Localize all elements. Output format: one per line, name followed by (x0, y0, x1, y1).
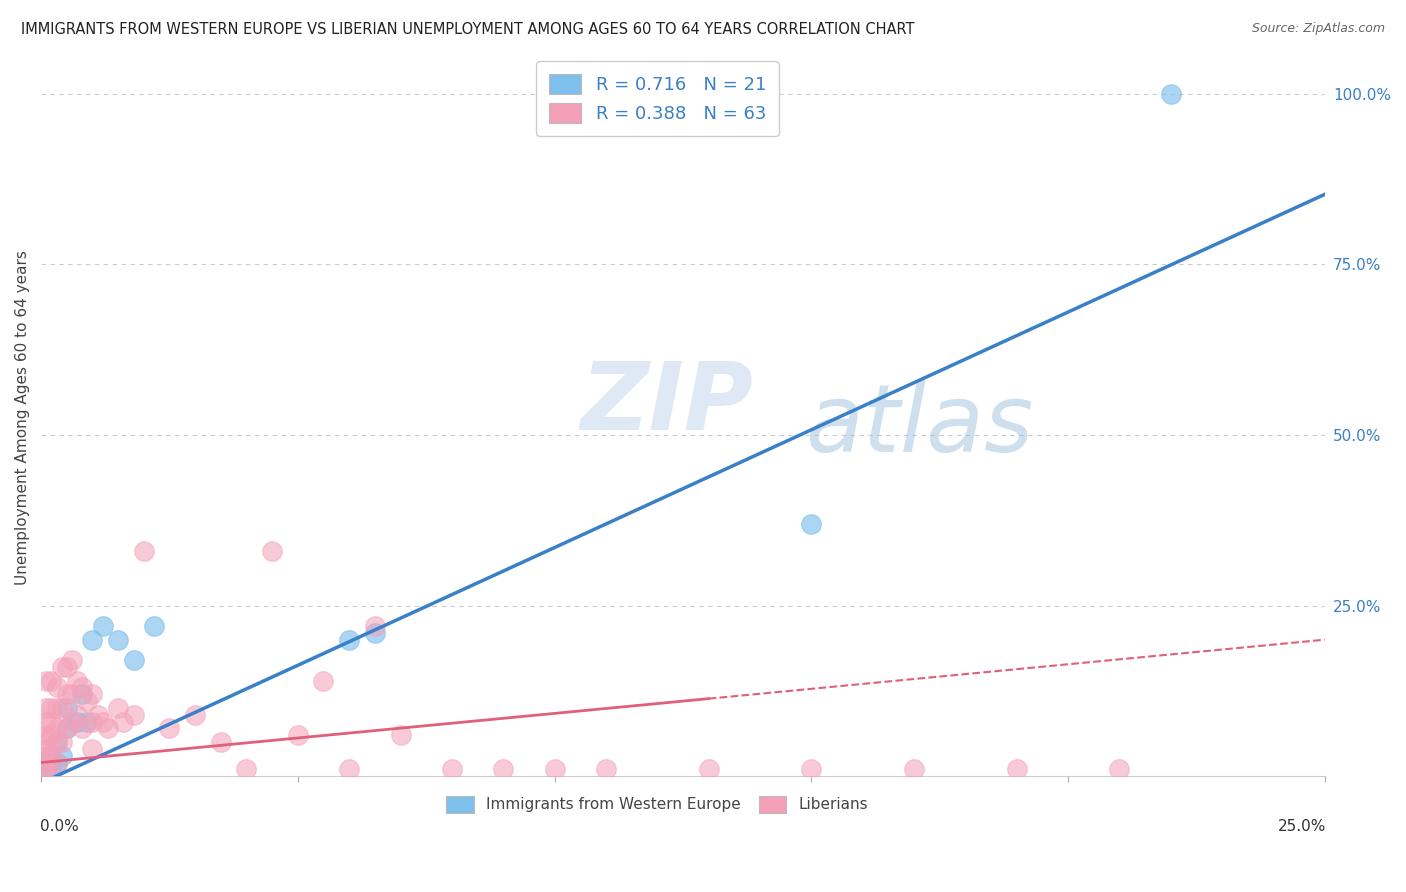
Text: Source: ZipAtlas.com: Source: ZipAtlas.com (1251, 22, 1385, 36)
Text: atlas: atlas (804, 380, 1033, 471)
Point (55, 687, 77, 701)
Point (86, 707, 108, 722)
Point (364, 619, 387, 633)
Point (132, 544, 155, 558)
Point (35, 765, 58, 780)
Point (41, 748, 63, 763)
Point (1108, 763, 1130, 777)
Point (492, 763, 515, 777)
Point (41, 748, 63, 763)
Point (82, 632, 104, 647)
Point (1160, 87, 1182, 101)
Legend: Immigrants from Western Europe, Liberians: Immigrants from Western Europe, Liberian… (440, 789, 875, 819)
Point (35, 714, 58, 729)
Point (55, 701, 77, 715)
Point (51, 660, 73, 674)
Point (45, 722, 67, 736)
Point (184, 707, 207, 722)
Point (51, 701, 73, 715)
Point (70, 681, 93, 695)
Point (45, 756, 67, 770)
Point (1005, 763, 1028, 777)
Point (45, 756, 67, 770)
Point (45, 735, 67, 749)
Point (55, 722, 77, 736)
Point (112, 714, 135, 729)
Point (60, 714, 83, 729)
Point (91, 714, 114, 729)
Point (76, 714, 98, 729)
Point (35, 735, 58, 749)
Point (60, 653, 83, 667)
Point (107, 632, 129, 647)
Point (235, 763, 257, 777)
Point (697, 763, 720, 777)
Point (45, 735, 67, 749)
Point (41, 728, 63, 742)
Point (159, 722, 181, 736)
Point (66, 714, 89, 729)
Point (35, 728, 58, 742)
Point (70, 722, 93, 736)
Point (800, 516, 823, 531)
Point (35, 763, 58, 777)
Point (55, 660, 77, 674)
Text: 0.0%: 0.0% (39, 819, 79, 834)
Point (66, 707, 89, 722)
Point (440, 763, 463, 777)
Point (41, 673, 63, 688)
Point (35, 701, 58, 715)
Point (209, 735, 232, 749)
Point (543, 763, 565, 777)
Point (800, 763, 823, 777)
Point (51, 748, 73, 763)
Point (364, 625, 387, 640)
Point (35, 763, 58, 777)
Point (122, 707, 145, 722)
Point (595, 763, 617, 777)
Point (51, 735, 73, 749)
Point (337, 763, 360, 777)
Point (91, 619, 114, 633)
Point (389, 728, 412, 742)
Point (35, 756, 58, 770)
Point (107, 701, 129, 715)
Point (287, 728, 309, 742)
Point (122, 653, 145, 667)
Point (41, 701, 63, 715)
Point (45, 701, 67, 715)
Point (35, 673, 58, 688)
Point (262, 544, 284, 558)
Point (70, 687, 93, 701)
Point (97, 722, 120, 736)
Point (76, 694, 98, 708)
Point (66, 673, 89, 688)
Point (82, 742, 104, 756)
Point (35, 756, 58, 770)
Point (41, 714, 63, 729)
Point (45, 681, 67, 695)
Point (60, 687, 83, 701)
Y-axis label: Unemployment Among Ages 60 to 64 years: Unemployment Among Ages 60 to 64 years (15, 251, 30, 585)
Point (312, 673, 335, 688)
Point (35, 742, 58, 756)
Text: ZIP: ZIP (581, 358, 754, 450)
Point (55, 722, 77, 736)
Point (337, 632, 360, 647)
Point (35, 748, 58, 763)
Text: 25.0%: 25.0% (1278, 819, 1326, 834)
Point (41, 763, 63, 777)
Point (82, 714, 104, 729)
Point (82, 687, 104, 701)
Point (903, 763, 925, 777)
Point (143, 619, 166, 633)
Text: IMMIGRANTS FROM WESTERN EUROPE VS LIBERIAN UNEMPLOYMENT AMONG AGES 60 TO 64 YEAR: IMMIGRANTS FROM WESTERN EUROPE VS LIBERI… (21, 22, 914, 37)
